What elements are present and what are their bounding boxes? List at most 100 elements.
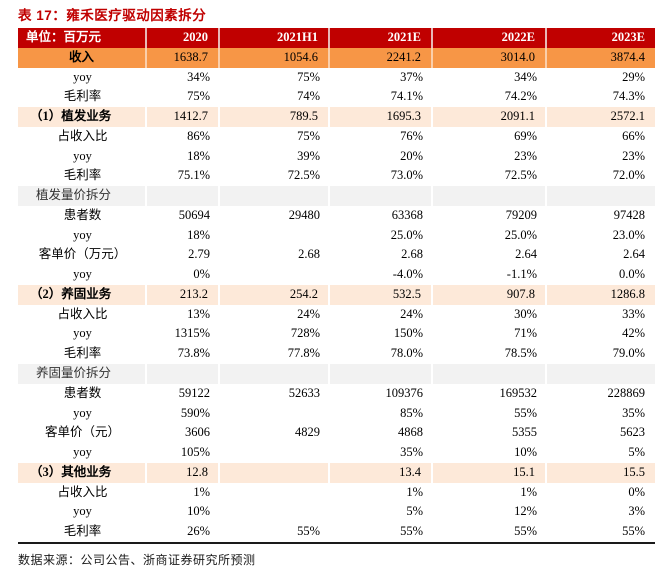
- table-cell: 77.8%: [287, 346, 320, 361]
- table-cell: 55%: [514, 405, 537, 420]
- table-cell: 86%: [187, 128, 210, 143]
- table-cell: 85%: [400, 405, 423, 420]
- table-row: 占收入比 86% 75% 76% 69% 66%: [18, 127, 655, 147]
- table-cell: 71%: [514, 326, 537, 341]
- table-cell: 52633: [288, 385, 320, 400]
- table-cell: [547, 186, 655, 206]
- table-row: （2）养固业务 213.2 254.2 532.5 907.8 1286.8: [18, 284, 655, 305]
- table-cell: 13.4: [330, 462, 433, 483]
- table-cell: 59122: [178, 385, 210, 400]
- table-cell: 55%: [297, 524, 320, 539]
- row-label: 毛利率: [63, 168, 102, 183]
- table-cell: 1695.3: [330, 107, 433, 127]
- table-cell: [220, 265, 330, 285]
- table-cell: 1638.7: [147, 47, 220, 68]
- table-cell: 1%: [406, 484, 423, 499]
- table-cell: 5623: [620, 425, 645, 440]
- row-label: 占收入比: [57, 128, 108, 143]
- table-cell: 63368: [391, 207, 423, 222]
- table-cell: 79209: [505, 207, 537, 222]
- table-row: 毛利率 75.1% 72.5% 73.0% 72.5% 72.0%: [18, 166, 655, 186]
- table-cell: 3014.0: [433, 47, 547, 68]
- table-cell: 66%: [622, 128, 645, 143]
- table-row: yoy 34% 75% 37% 34% 29%: [18, 68, 655, 88]
- table-row: yoy 10% 5% 12% 3%: [18, 502, 655, 522]
- table-cell: 2.68: [298, 247, 320, 262]
- table-cell: 15.5: [623, 464, 645, 479]
- table-cell: 35%: [622, 405, 645, 420]
- table-cell: 12%: [514, 504, 537, 519]
- table-title: 表 17：雍禾医疗驱动因素拆分: [18, 8, 207, 23]
- driver-factor-table: 单位：百万元 2020 2021H1 2021E 2022E 2023E 收入 1638.7…: [18, 28, 655, 544]
- table-cell: 72.0%: [612, 168, 645, 183]
- table-row: 养固量价拆分: [18, 364, 655, 384]
- table-cell: 75%: [187, 89, 210, 104]
- table-cell: [220, 226, 330, 246]
- row-label: yoy: [73, 267, 92, 282]
- row-label: yoy: [73, 504, 92, 519]
- table-cell: 10%: [187, 504, 210, 519]
- table-cell: 37%: [400, 69, 423, 84]
- table-cell: [220, 462, 330, 483]
- table-cell: 2091.1: [433, 107, 547, 127]
- table-cell: 29%: [622, 69, 645, 84]
- table-cell: 0%: [628, 484, 645, 499]
- row-label: 占收入比: [57, 306, 108, 321]
- table-cell: [330, 186, 433, 206]
- row-label: （2）养固业务: [18, 284, 147, 305]
- table-cell: 789.5: [220, 107, 330, 127]
- table-cell: [547, 364, 655, 384]
- table-row: yoy 18% 25.0% 25.0% 23.0%: [18, 226, 655, 246]
- table-cell: 23%: [514, 148, 537, 163]
- row-label: 毛利率: [63, 524, 102, 539]
- table-cell: [220, 404, 330, 424]
- table-cell: 12.8: [147, 462, 220, 483]
- table-cell: 2.68: [401, 247, 423, 262]
- table-cell: 1286.8: [610, 286, 645, 301]
- table-row: 植发量价拆分: [18, 186, 655, 206]
- table-cell: 1%: [193, 484, 210, 499]
- table-cell: 3%: [628, 504, 645, 519]
- table-cell: 75.1%: [177, 168, 210, 183]
- table-cell: 79.0%: [612, 346, 645, 361]
- row-label: 患者数: [63, 207, 102, 222]
- table-row: 客单价（万元） 2.79 2.68 2.68 2.64 2.64: [18, 245, 655, 265]
- table-cell: 20%: [400, 148, 423, 163]
- table-cell: 5%: [406, 504, 423, 519]
- table-row: yoy 18% 39% 20% 23% 23%: [18, 147, 655, 167]
- table-cell: 30%: [514, 306, 537, 321]
- table-cell: [220, 364, 330, 384]
- table-cell: 13%: [187, 306, 210, 321]
- table-cell: 33%: [622, 306, 645, 321]
- table-cell: [220, 502, 330, 522]
- table-cell: 72.5%: [287, 168, 320, 183]
- table-cell: 23.0%: [612, 227, 645, 242]
- column-header: 单位：百万元: [18, 28, 147, 48]
- table-cell: 18%: [187, 148, 210, 163]
- table-cell: 590%: [180, 405, 210, 420]
- column-header: 2023E: [611, 30, 645, 44]
- table-row: 收入 1638.7 1054.6 2241.2 3014.0 3874.4: [18, 47, 655, 68]
- table-cell: 55%: [400, 524, 423, 539]
- row-label: 收入: [18, 47, 147, 68]
- table-cell: 34%: [187, 69, 210, 84]
- table-cell: 74.1%: [390, 89, 423, 104]
- table-cell: 2.64: [515, 247, 537, 262]
- table-cell: 69%: [514, 128, 537, 143]
- table-cell: 1054.6: [220, 47, 330, 68]
- row-label: 毛利率: [63, 89, 102, 104]
- table-cell: 5%: [628, 445, 645, 460]
- table-cell: 42%: [622, 326, 645, 341]
- table-cell: 35%: [400, 445, 423, 460]
- table-cell: 2.64: [623, 247, 645, 262]
- table-cell: 26%: [187, 524, 210, 539]
- table-row: yoy 1315% 728% 150% 71% 42%: [18, 324, 655, 344]
- table-cell: 55%: [622, 524, 645, 539]
- row-label: （1）植发业务: [18, 107, 147, 127]
- table-row: 毛利率 75% 74% 74.1% 74.2% 74.3%: [18, 87, 655, 107]
- table-cell: 2572.1: [610, 109, 645, 124]
- table-cell: -4.0%: [392, 267, 423, 282]
- table-cell: 55%: [514, 524, 537, 539]
- row-label: yoy: [73, 445, 92, 460]
- table-row: yoy 590% 85% 55% 35%: [18, 404, 655, 424]
